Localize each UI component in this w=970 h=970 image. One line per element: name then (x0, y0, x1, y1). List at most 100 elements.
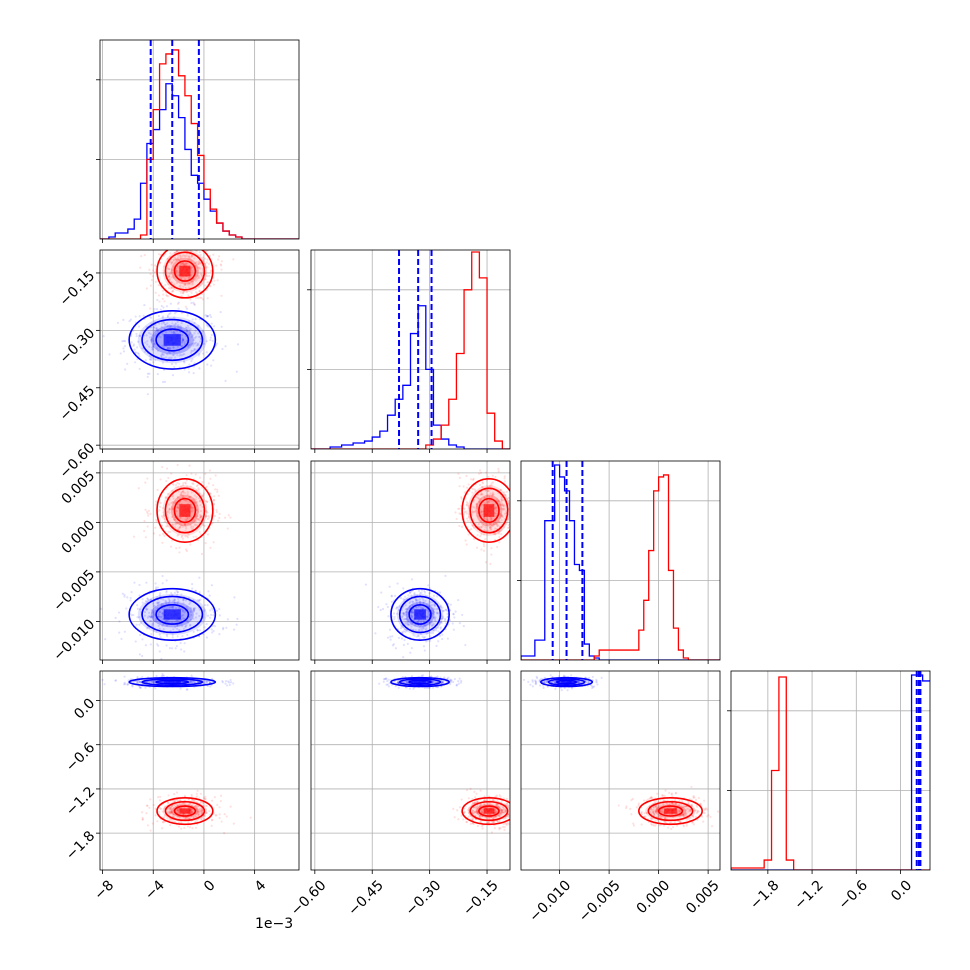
scatter-point (481, 811, 484, 815)
scatter-point (446, 609, 449, 613)
scatter-point (209, 546, 212, 549)
scatter-point (236, 343, 240, 346)
scatter-point (435, 612, 439, 615)
scatter-point (182, 813, 185, 816)
scatter-point (471, 809, 475, 813)
scatter-point (143, 614, 147, 617)
scatter-point (153, 330, 156, 333)
scatter-point (154, 687, 157, 690)
scatter-point (132, 344, 135, 347)
scatter-point (170, 261, 173, 264)
scatter-point (398, 605, 401, 608)
scatter-point (123, 681, 126, 684)
scatter-point (183, 352, 186, 356)
scatter-point (180, 255, 183, 258)
scatter-point (198, 267, 202, 270)
scatter-point (206, 511, 209, 514)
scatter-point (180, 345, 183, 348)
panel-frame (310, 249, 511, 450)
scatter-point (143, 253, 146, 257)
scatter-point (172, 483, 175, 486)
scatter-point (184, 499, 187, 502)
scatter-point (220, 268, 223, 271)
scatter-point (168, 272, 171, 275)
scatter-point (490, 516, 493, 519)
scatter-point (531, 679, 534, 682)
scatter-point (504, 809, 507, 812)
scatter-point (196, 795, 199, 798)
scatter-point (190, 811, 193, 814)
scatter-point (165, 601, 168, 605)
scatter-point (452, 807, 455, 810)
scatter-point (474, 805, 477, 809)
scatter-point (196, 599, 199, 602)
scatter-point (190, 472, 193, 475)
scatter-point (436, 611, 439, 614)
scatter-point (423, 686, 426, 690)
scatter-point (491, 798, 495, 801)
contour-line (128, 676, 217, 688)
scatter-point (229, 805, 232, 808)
scatter-point (187, 258, 190, 261)
scatter-point (503, 503, 506, 507)
scatter-point (161, 465, 164, 469)
scatter-point (427, 612, 430, 615)
scatter-point (172, 820, 175, 823)
scatter-point (193, 523, 196, 527)
scatter-point (149, 307, 152, 310)
scatter-point (131, 684, 134, 687)
scatter-point (656, 808, 659, 811)
scatter-point (192, 808, 195, 812)
scatter-point (195, 489, 198, 492)
scatter-point (447, 676, 450, 679)
scatter-point (684, 813, 687, 816)
scatter-point (158, 509, 161, 512)
scatter-point (186, 536, 190, 539)
scatter-point (203, 797, 207, 800)
scatter-point (169, 347, 172, 350)
scatter-point (655, 810, 658, 813)
density-peak (163, 334, 181, 346)
scatter-point (176, 345, 179, 348)
scatter-point (191, 318, 194, 321)
scatter-point (481, 513, 485, 516)
scatter-point (145, 627, 149, 630)
scatter-point (130, 590, 133, 594)
scatter-point (172, 290, 175, 293)
scatter-point (176, 325, 179, 328)
scatter-point (189, 343, 192, 346)
scatter-point (177, 273, 180, 276)
scatter-point (173, 316, 176, 319)
scatter-point (158, 650, 161, 653)
contour-line (156, 478, 214, 543)
scatter-point (497, 470, 500, 473)
scatter-point (189, 606, 193, 610)
scatter-point (175, 644, 178, 648)
scatter-point (196, 810, 199, 814)
scatter-point (146, 597, 149, 601)
scatter-point (195, 512, 198, 516)
scatter-point (204, 515, 208, 518)
scatter-point (377, 605, 380, 609)
scatter-point (137, 487, 140, 490)
scatter-point (176, 624, 179, 627)
scatter-point (475, 792, 478, 795)
scatter-point (171, 593, 174, 596)
scatter-point (143, 304, 146, 307)
scatter-point (439, 591, 442, 594)
scatter-point (180, 806, 183, 809)
scatter-point (169, 811, 172, 814)
scatter-point (483, 795, 486, 798)
scatter-point (479, 471, 483, 475)
scatter-point (197, 810, 200, 813)
scatter-point (190, 250, 193, 253)
scatter-point (178, 607, 181, 610)
scatter-point (187, 496, 191, 499)
scatter-point (162, 356, 166, 360)
scatter-point (177, 301, 180, 304)
scatter-point (216, 279, 219, 282)
scatter-point (163, 807, 166, 810)
scatter-point (155, 347, 158, 350)
scatter-point (194, 589, 198, 592)
